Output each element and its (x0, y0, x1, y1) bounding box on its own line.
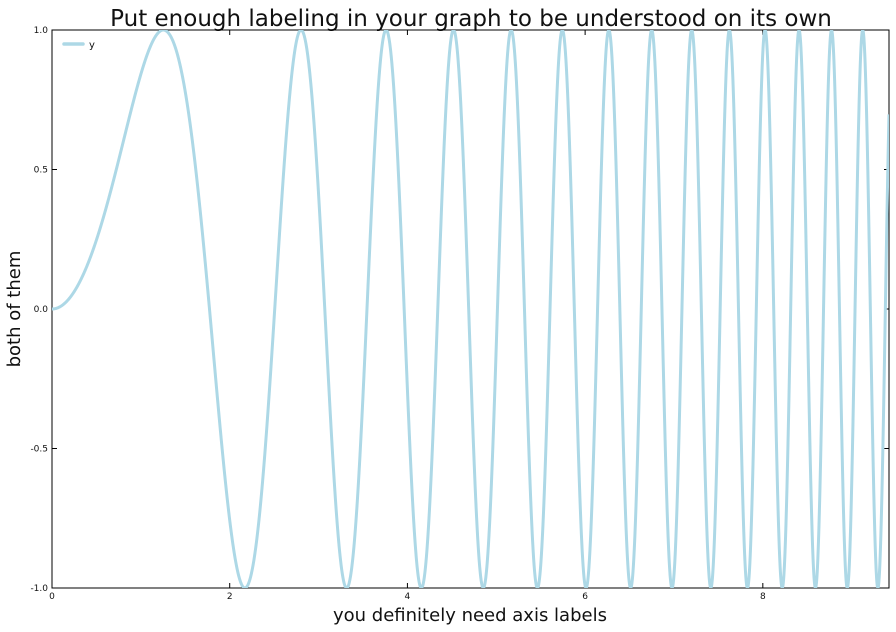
x-tick-label: 6 (582, 592, 588, 602)
chart-title: Put enough labeling in your graph to be … (110, 6, 832, 32)
y-tick-label: -0.5 (30, 445, 48, 455)
x-tick-label: 0 (49, 592, 55, 602)
plot-frame (51, 29, 890, 589)
legend-label-y: y (89, 40, 95, 51)
y-tick-label: 0.0 (34, 305, 49, 315)
x-tick-label: 4 (405, 592, 411, 602)
x-tick-label: 8 (760, 592, 766, 602)
legend: y (62, 40, 95, 51)
y-tick-label: 0.5 (34, 166, 48, 176)
x-tick-label: 2 (227, 592, 233, 602)
y-axis-ticks: 1.0 0.5 0.0 -0.5 -1.0 (30, 26, 889, 594)
y-tick-label: 1.0 (34, 26, 49, 36)
x-axis-label: you definitely need axis labels (333, 605, 607, 626)
y-axis-label: both of them (4, 251, 25, 368)
series-line-y (52, 30, 889, 588)
series-group (52, 30, 889, 588)
y-tick-label: -1.0 (30, 584, 48, 594)
